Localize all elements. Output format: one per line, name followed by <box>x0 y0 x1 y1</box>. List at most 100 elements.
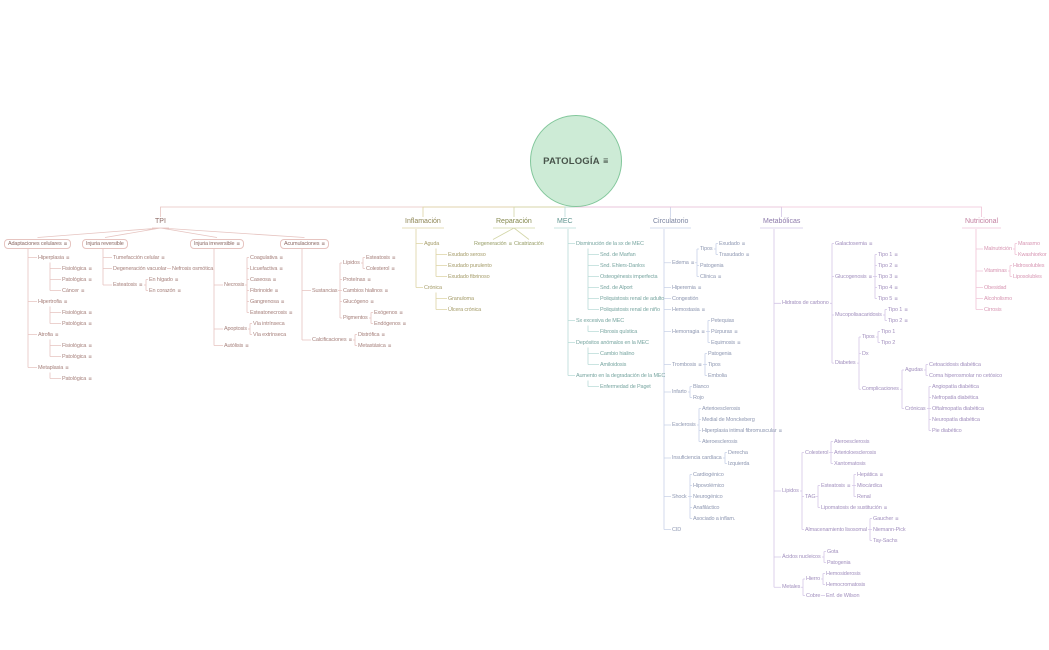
node-label[interactable]: Cáncer ≣ <box>62 288 85 294</box>
node-label[interactable]: TAG <box>805 494 816 500</box>
central-topic[interactable]: PATOLOGÍA ≣ <box>530 115 622 207</box>
node-label[interactable]: Colesterol ≣ <box>366 266 395 272</box>
node-label[interactable]: Hemocromatosis <box>826 582 865 588</box>
node-label[interactable]: Apoptosis <box>224 326 247 332</box>
node-label[interactable]: Patológica ≣ <box>62 376 92 382</box>
node-label[interactable]: Fibrinoide ≣ <box>250 288 278 294</box>
node-label[interactable]: Clínica ≣ <box>700 274 722 280</box>
node-label[interactable]: Esclerosis <box>672 422 696 428</box>
node-label[interactable]: Esteatosis ≣ <box>113 282 143 288</box>
node-label[interactable]: Snd. de Marfan <box>600 252 636 258</box>
node-label[interactable]: Angiopatía diabética <box>932 384 979 390</box>
node-label[interactable]: Arterioesclerosis <box>702 406 740 412</box>
node-label[interactable]: Embolia <box>708 373 727 379</box>
node-label[interactable]: Fibrosis quística <box>600 329 637 335</box>
node-label[interactable]: Atrofia ≣ <box>38 332 59 338</box>
node-label[interactable]: Hiperplasia intimal fibromuscular ≣ <box>702 428 782 434</box>
node-label[interactable]: Blanco <box>693 384 709 390</box>
node-label[interactable]: Adaptaciones celulares ≣ <box>4 238 72 249</box>
node-label[interactable]: Hemostasia ≣ <box>672 307 705 313</box>
node-label[interactable]: Hipovolémico <box>693 483 724 489</box>
node-label[interactable]: Patológica ≣ <box>62 277 92 283</box>
node-label[interactable]: Cicatrización <box>514 241 544 247</box>
node-label[interactable]: Autólisis ≣ <box>224 343 249 349</box>
node-label[interactable]: Disminución de la sx de MEC <box>576 241 644 247</box>
node-label[interactable]: Metastásica ≣ <box>358 343 391 349</box>
node-label[interactable]: Amiloidosis <box>600 362 626 368</box>
node-label[interactable]: Tumefacción celular ≣ <box>113 255 165 261</box>
node-label[interactable]: Patológica ≣ <box>62 354 92 360</box>
node-label[interactable]: En corazón ≣ <box>149 288 181 294</box>
node-label[interactable]: Exógenos ≣ <box>374 310 403 316</box>
branch-topic[interactable]: MEC <box>557 218 573 226</box>
node-label[interactable]: Patológica ≣ <box>62 321 92 327</box>
node-label[interactable]: Marasmo <box>1018 241 1040 247</box>
node-label[interactable]: Tipo 2 <box>881 340 895 346</box>
node-label[interactable]: Cirrosis <box>984 307 1002 313</box>
node-label[interactable]: Anafiláctico <box>693 505 719 511</box>
node-label[interactable]: Petequias <box>711 318 734 324</box>
node-label[interactable]: Glucógeno ≣ <box>343 299 374 305</box>
node-label[interactable]: Licuefactiva ≣ <box>250 266 283 272</box>
node-label[interactable]: Tipo 1 <box>881 329 895 335</box>
node-label[interactable]: Galactosemia ≣ <box>835 241 873 247</box>
node-label[interactable]: Liposolubles <box>1013 274 1042 280</box>
node-label[interactable]: Poliquistosis renal de adulto <box>600 296 664 302</box>
node-label[interactable]: Diabetes <box>835 360 856 366</box>
node-label[interactable]: Lípidos <box>782 488 799 494</box>
node-label[interactable]: Granuloma <box>448 296 474 302</box>
branch-topic[interactable]: Inflamación <box>405 218 441 226</box>
node-label[interactable]: Equimosis ≣ <box>711 340 741 346</box>
node-label[interactable]: Depósitos anómalos en la MEC <box>576 340 649 346</box>
node-label[interactable]: Injuria irreversible ≣ <box>190 238 245 249</box>
node-label[interactable]: Metaplasia ≣ <box>38 365 69 371</box>
node-label[interactable]: Osteogénesis imperfecta <box>600 274 658 280</box>
node-label[interactable]: Neurogénico <box>693 494 723 500</box>
node-label[interactable]: Crónicas <box>905 406 926 412</box>
node-label[interactable]: Acumulaciones ≣ <box>280 238 329 249</box>
node-label[interactable]: Snd. Ehlers-Danlos <box>600 263 645 269</box>
node-label[interactable]: Ateroesclerosis <box>834 439 870 445</box>
node-label[interactable]: Trasudado ≣ <box>719 252 750 258</box>
node-label[interactable]: Insuficiencia cardíaca <box>672 455 722 461</box>
node-label[interactable]: Hemorragia ≣ <box>672 329 705 335</box>
node-label[interactable]: En hígado ≣ <box>149 277 178 283</box>
node-label[interactable]: Úlcera crónica <box>448 307 481 313</box>
node-label[interactable]: Patogenia <box>700 263 724 269</box>
node-label[interactable]: Hidrosolubles <box>1013 263 1045 269</box>
node-label[interactable]: Hierro <box>806 576 820 582</box>
node-label[interactable]: Fisiológica ≣ <box>62 310 92 316</box>
node-label[interactable]: Endógenos ≣ <box>374 321 406 327</box>
node-label[interactable]: Asociado a inflam. <box>693 516 735 522</box>
node-label[interactable]: Enfermedad de Paget <box>600 384 651 390</box>
node-label[interactable]: Colesterol <box>805 450 828 456</box>
node-label[interactable]: Tipos <box>708 362 721 368</box>
node-label[interactable]: Tipo 5 ≣ <box>878 296 898 302</box>
node-label[interactable]: Fisiológica ≣ <box>62 343 92 349</box>
node-label[interactable]: Gangrenosa ≣ <box>250 299 285 305</box>
node-label[interactable]: Crónica <box>424 285 442 291</box>
node-label[interactable]: Congestión <box>672 296 698 302</box>
node-label[interactable]: Almacenamiento lisosomal <box>805 527 867 533</box>
node-label[interactable]: Esteatosis ≣ <box>821 483 851 489</box>
node-label[interactable]: Arterioloesclerosis <box>834 450 876 456</box>
node-label[interactable]: Distrófica ≣ <box>358 332 385 338</box>
node-label[interactable]: Neuropatía diabética <box>932 417 980 423</box>
node-label[interactable]: Exudado fibrinoso <box>448 274 490 280</box>
node-label[interactable]: Tipo 2 ≣ <box>888 318 908 324</box>
node-label[interactable]: Coma hiperosmolar no cetósico <box>929 373 1002 379</box>
node-label[interactable]: Niemann-Pick <box>873 527 906 533</box>
node-label[interactable]: Fisiológica ≣ <box>62 266 92 272</box>
node-label[interactable]: Mucopolisacaridosis <box>835 312 882 318</box>
node-label[interactable]: Sx excesiva de MEC <box>576 318 624 324</box>
node-label[interactable]: Tipo 4 ≣ <box>878 285 898 291</box>
node-label[interactable]: Púrpuras ≣ <box>711 329 738 335</box>
node-label[interactable]: Edema ≣ <box>672 260 694 266</box>
node-label[interactable]: Cobre <box>806 593 820 599</box>
node-label[interactable]: Lipomatosis de sustitución ≣ <box>821 505 887 511</box>
node-label[interactable]: Glucogenosis ≣ <box>835 274 872 280</box>
node-label[interactable]: Dx <box>862 351 869 357</box>
node-label[interactable]: Infarto <box>672 389 687 395</box>
node-label[interactable]: Hiperemia ≣ <box>672 285 701 291</box>
node-label[interactable]: Lípidos <box>343 260 360 266</box>
